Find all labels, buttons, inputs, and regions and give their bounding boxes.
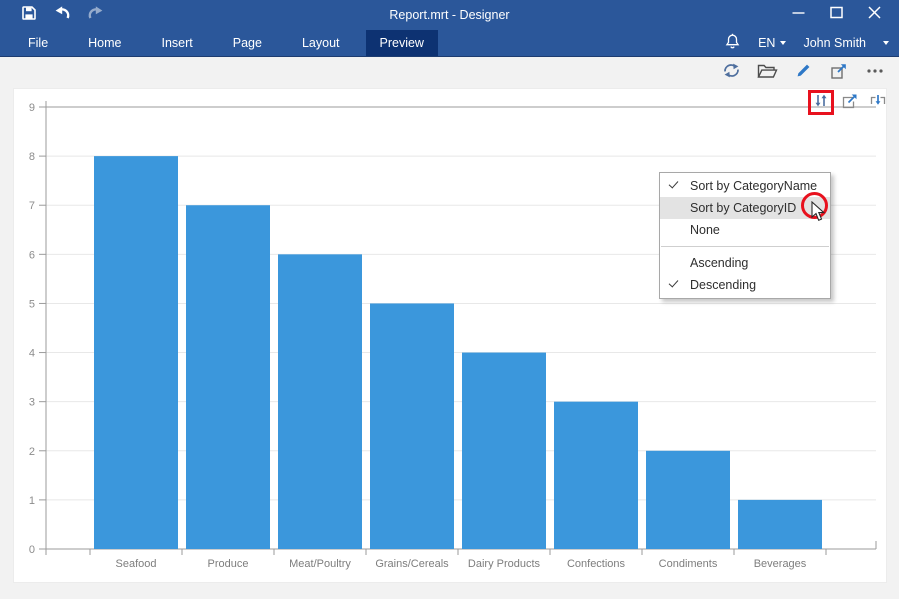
sort-button[interactable] — [811, 91, 831, 115]
edit-pencil-icon — [795, 62, 812, 84]
tab-home[interactable]: Home — [74, 30, 135, 56]
svg-text:7: 7 — [29, 200, 35, 212]
svg-text:4: 4 — [29, 348, 35, 360]
close-button[interactable] — [865, 6, 883, 24]
tab-file-label: File — [28, 36, 49, 50]
undo-button[interactable] — [53, 5, 71, 26]
chart-panel: 0 1 2 3 4 5 6 7 8 9 Seafood Produce Meat/Poultry Grai… — [13, 88, 887, 583]
maximize-icon — [841, 92, 859, 115]
save-icon — [21, 5, 37, 26]
collapse-icon — [869, 93, 887, 114]
menu-item-sort-by-categoryid[interactable]: Sort by CategoryID — [660, 197, 830, 219]
sort-menu: Sort by CategoryName Sort by CategoryID … — [659, 172, 831, 299]
collapse-chart-button[interactable] — [866, 91, 890, 115]
menu-item-label: Descending — [690, 278, 757, 292]
maximize-window-icon — [829, 6, 843, 24]
more-button[interactable] — [863, 62, 887, 84]
menu-item-descending[interactable]: Descending — [660, 274, 830, 296]
menu-item-label: Ascending — [690, 256, 749, 270]
menu-item-ascending[interactable]: Ascending — [660, 252, 830, 274]
menu-item-label: Sort by CategoryID — [690, 201, 797, 215]
tab-insert[interactable]: Insert — [148, 30, 207, 56]
tab-page-label: Page — [232, 36, 262, 50]
svg-text:Grains/Cereals: Grains/Cereals — [375, 558, 449, 570]
user-menu[interactable]: John Smith — [803, 36, 866, 50]
save-button[interactable] — [20, 5, 38, 26]
svg-text:Dairy Products: Dairy Products — [468, 558, 541, 570]
svg-text:3: 3 — [29, 397, 35, 409]
more-dots-icon — [866, 63, 884, 84]
undo-icon — [54, 5, 71, 26]
maximize-chart-button[interactable] — [838, 91, 862, 115]
menu-item-label: Sort by CategoryName — [690, 179, 818, 193]
check-icon — [668, 277, 679, 288]
notifications-button[interactable] — [723, 33, 741, 54]
svg-text:8: 8 — [29, 151, 35, 163]
minimize-button[interactable] — [789, 6, 807, 24]
language-selector[interactable]: EN — [758, 36, 787, 50]
svg-text:5: 5 — [29, 298, 35, 310]
minimize-icon — [792, 6, 805, 24]
mouse-cursor-icon — [811, 200, 827, 228]
tab-layout-label: Layout — [301, 36, 340, 50]
open-folder-icon — [756, 63, 778, 84]
redo-icon — [87, 5, 104, 26]
svg-text:6: 6 — [29, 249, 35, 261]
caret-down-icon — [883, 41, 889, 45]
svg-text:1: 1 — [29, 495, 35, 507]
svg-text:Meat/Poultry: Meat/Poultry — [289, 558, 351, 570]
svg-text:9: 9 — [29, 102, 35, 114]
svg-text:2: 2 — [29, 446, 35, 458]
edit-button[interactable] — [791, 62, 815, 84]
preview-toolbar — [719, 62, 887, 84]
svg-text:Confections: Confections — [567, 558, 626, 570]
tab-preview-label: Preview — [379, 36, 424, 50]
tab-preview[interactable]: Preview — [365, 30, 438, 56]
refresh-icon — [721, 62, 742, 84]
language-label: EN — [758, 36, 776, 50]
bar-chart: 0 1 2 3 4 5 6 7 8 9 Seafood Produce Meat/Poultry Grai… — [29, 101, 877, 570]
bell-icon — [725, 33, 740, 54]
workspace: 0 1 2 3 4 5 6 7 8 9 Seafood Produce Meat/Poultry Grai… — [0, 57, 899, 599]
open-button[interactable] — [755, 62, 779, 84]
svg-text:0: 0 — [29, 544, 35, 556]
fullscreen-button[interactable] — [827, 62, 851, 84]
tab-page[interactable]: Page — [219, 30, 276, 56]
menubar: File Home Insert Page Layout Preview EN … — [0, 30, 899, 57]
user-name: John Smith — [803, 36, 866, 50]
redo-button[interactable] — [86, 5, 104, 26]
user-menu-caret[interactable] — [883, 41, 889, 45]
window-title: Report.mrt - Designer — [389, 8, 510, 22]
sort-icon — [813, 92, 829, 114]
svg-text:Seafood: Seafood — [116, 558, 157, 570]
svg-text:Produce: Produce — [208, 558, 249, 570]
fullscreen-icon — [830, 62, 848, 85]
annotation-circle — [801, 192, 828, 219]
menu-item-sort-by-categoryname[interactable]: Sort by CategoryName — [660, 175, 830, 197]
refresh-button[interactable] — [719, 62, 743, 84]
menu-item-label: None — [690, 223, 720, 237]
svg-text:Condiments: Condiments — [659, 558, 718, 570]
tab-insert-label: Insert — [161, 36, 193, 50]
menu-separator — [661, 246, 829, 247]
tab-home-label: Home — [88, 36, 122, 50]
maximize-button[interactable] — [827, 6, 845, 24]
close-icon — [867, 6, 881, 24]
check-icon — [668, 178, 679, 189]
caret-down-icon — [780, 41, 787, 45]
menu-item-none[interactable]: None — [660, 219, 830, 241]
tab-file[interactable]: File — [14, 30, 62, 56]
titlebar: Report.mrt - Designer — [0, 0, 899, 30]
sort-highlight-box — [808, 90, 834, 115]
svg-text:Beverages: Beverages — [754, 558, 807, 570]
tab-layout[interactable]: Layout — [288, 30, 354, 56]
